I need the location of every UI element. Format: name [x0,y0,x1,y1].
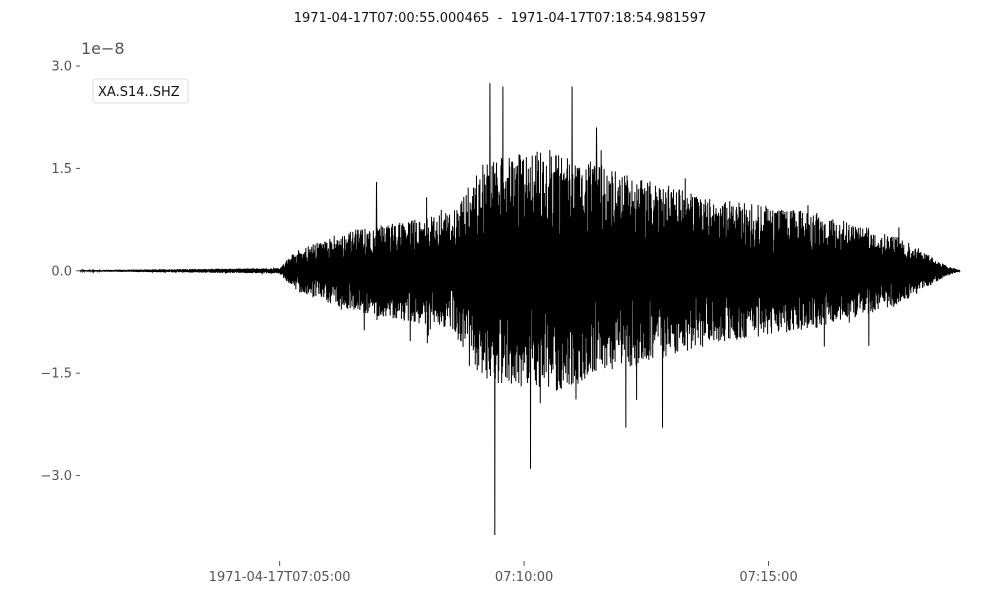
chart-title: 1971-04-17T07:00:55.000465 - 1971-04-17T… [293,11,707,26]
y-tick-label: 0.0 [51,264,72,279]
y-tick-label: −3.0 [40,469,72,484]
x-axis: 1971-04-17T07:05:00 07:10:00 07:15:00 [209,561,798,585]
y-axis: 3.0 1.5 0.0 −1.5 −3.0 [40,60,80,484]
x-tick-label: 07:10:00 [495,570,553,585]
series-trace-xa-s14-shz [79,83,961,535]
legend: XA.S14..SHZ [92,78,189,104]
y-tick-label: −1.5 [40,367,72,382]
legend-label: XA.S14..SHZ [98,85,180,100]
x-tick-label: 07:15:00 [739,570,797,585]
y-tick-label: 3.0 [51,60,72,75]
legend-box [92,78,189,104]
y-axis-offset-label: 1e−8 [81,39,125,58]
y-tick-label: 1.5 [51,162,72,177]
x-tick-label: 1971-04-17T07:05:00 [209,570,351,585]
